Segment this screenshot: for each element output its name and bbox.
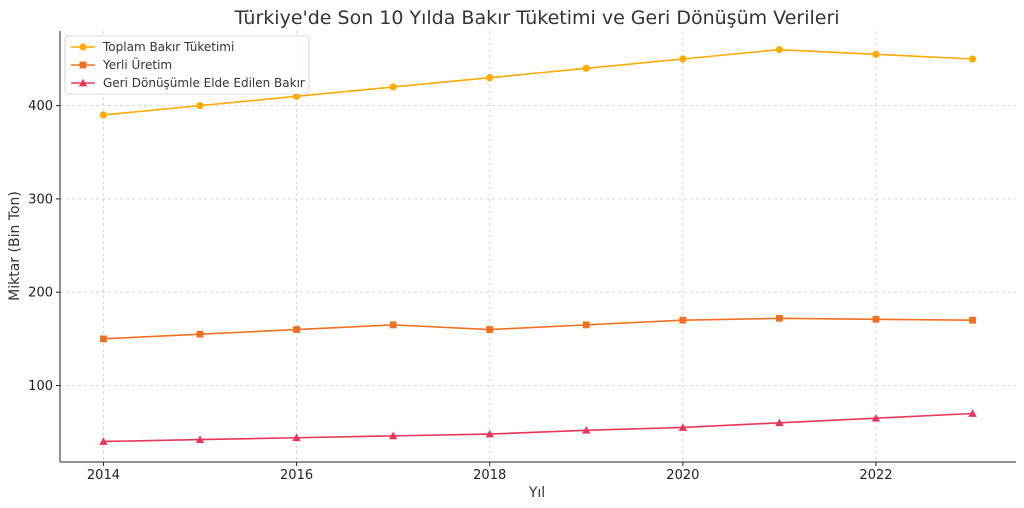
tick-labels: 2014 2016 2018 2020 2022 100 200 300 400 — [28, 99, 892, 483]
legend-label: Toplam Bakır Tüketimi — [102, 40, 234, 54]
y-tick-label: 100 — [28, 379, 53, 394]
legend: Toplam Bakır Tüketimi Yerli Üretim Geri Dö… — [64, 35, 310, 95]
grid — [60, 31, 1016, 462]
data-point — [582, 426, 591, 434]
data-point — [195, 435, 205, 443]
data-point — [100, 335, 107, 343]
series-3 — [99, 409, 977, 445]
chart-title: Türkiye'de Son 10 Yılda Bakır Tüketimi v… — [233, 7, 839, 29]
y-axis-label: Miktar (Bin Ton) — [7, 191, 23, 301]
x-tick-label: 2020 — [666, 468, 699, 483]
y-tick-label: 200 — [28, 286, 53, 301]
data-point — [292, 433, 301, 442]
legend-label: Geri Dönüşümle Elde Edilen Bakır — [103, 76, 305, 90]
data-point — [389, 83, 397, 91]
x-axis-label: Yıl — [528, 485, 545, 501]
data-point — [775, 418, 784, 427]
x-tick-label: 2016 — [280, 468, 313, 483]
data-point — [486, 326, 494, 333]
legend-label: Yerli Üretim — [102, 56, 172, 72]
series-line — [103, 317, 973, 340]
data-point — [486, 74, 494, 82]
legend-marker — [79, 61, 87, 69]
data-point — [678, 423, 688, 431]
data-point — [968, 55, 977, 63]
legend-item: Toplam Bakır Tüketimi — [71, 40, 234, 54]
data-point — [196, 330, 204, 338]
data-point — [679, 316, 687, 324]
data-point — [871, 413, 881, 422]
data-point — [293, 326, 300, 333]
data-point — [292, 92, 301, 100]
data-point — [485, 429, 494, 438]
x-tick-label: 2014 — [87, 468, 120, 483]
series-1 — [99, 46, 977, 119]
data-point — [872, 50, 880, 58]
series-line — [103, 48, 973, 116]
data-point — [872, 315, 880, 323]
data-point — [99, 111, 108, 119]
data-point — [389, 321, 397, 329]
y-tick-label: 300 — [28, 192, 53, 207]
legend-item: Yerli Üretim — [71, 56, 172, 72]
data-point — [776, 314, 783, 322]
data-point — [969, 316, 976, 324]
x-tick-label: 2022 — [859, 468, 892, 483]
series-line — [103, 412, 973, 443]
series-2 — [100, 314, 976, 343]
data-point — [582, 64, 590, 72]
data-point — [679, 55, 687, 63]
data-point — [99, 437, 108, 445]
data-point — [582, 321, 590, 329]
data-point — [388, 431, 398, 440]
legend-marker — [79, 43, 87, 51]
axes — [56, 31, 1016, 466]
legend-marker — [78, 78, 88, 87]
legend-item: Geri Dönüşümle Elde Edilen Bakır — [71, 76, 305, 90]
legend-box — [64, 35, 310, 95]
data-point — [196, 102, 204, 110]
series-group — [99, 46, 977, 445]
data-point — [775, 46, 784, 54]
data-point — [968, 409, 977, 417]
y-tick-label: 400 — [28, 99, 53, 114]
x-tick-label: 2018 — [473, 468, 506, 483]
